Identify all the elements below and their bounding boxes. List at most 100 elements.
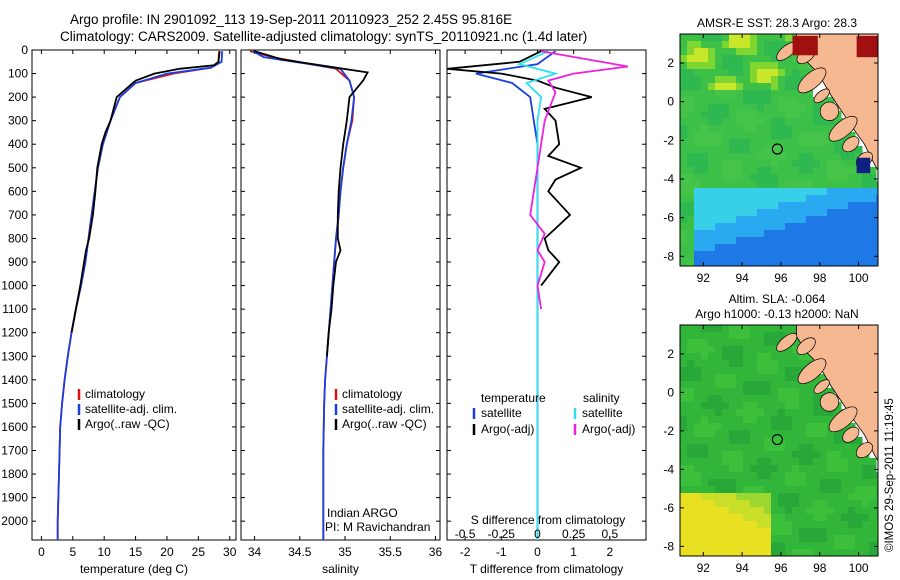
sst_map-cell — [708, 230, 716, 238]
sst_map-cell — [736, 125, 744, 133]
sst_map-cell — [848, 160, 856, 168]
sla_map-cell — [862, 542, 870, 550]
sst_map-cell — [827, 251, 835, 259]
sla_map-cell — [757, 465, 765, 473]
sla_map-cell — [813, 535, 821, 543]
sst_map-cell — [743, 76, 751, 84]
sst_map-cell — [764, 230, 772, 238]
sst_map-cell — [708, 237, 716, 245]
sst_map-cell — [736, 55, 744, 63]
sla_map-cell — [736, 409, 744, 417]
sst_map-cell — [750, 69, 758, 77]
sst_map-cell — [778, 41, 786, 49]
salinity-xtick-label: 35.5 — [379, 545, 403, 559]
sst_map-cell — [778, 202, 786, 210]
sst_map-cell — [680, 69, 688, 77]
sla_map-cell — [827, 493, 835, 501]
sla_map-cell — [764, 360, 772, 368]
sst_map-cell — [806, 216, 814, 224]
sst_map-cell — [736, 104, 744, 112]
sst_map-cell — [799, 223, 807, 231]
sst_map-cell — [701, 41, 709, 49]
sla_map-cell — [869, 465, 877, 473]
sst_map-cell — [757, 132, 765, 140]
sst_map-cell — [708, 202, 716, 210]
sla_map-cell — [771, 465, 779, 473]
sla_map-cell — [694, 395, 702, 403]
sst_map-cell — [687, 216, 695, 224]
sst_map-cell — [799, 167, 807, 175]
sst_map-cell — [771, 223, 779, 231]
sst_map-cell — [785, 244, 793, 252]
sla_map-cell — [757, 451, 765, 459]
sla_map-cell — [743, 514, 751, 522]
sst_map-cell — [694, 216, 702, 224]
sla_map-cell — [708, 451, 716, 459]
sst_map-cell — [694, 146, 702, 154]
sla_map-cell — [736, 360, 744, 368]
sla_map-cell — [729, 381, 737, 389]
sla_map-cell — [785, 402, 793, 410]
sst_map-cell — [680, 167, 688, 175]
sla_map-cell — [701, 472, 709, 480]
sst_map-cell — [764, 69, 772, 77]
sst_map-cell — [701, 83, 709, 91]
sst_map-cell — [701, 146, 709, 154]
sla_map-cell — [792, 353, 800, 361]
sst_map-cell — [715, 132, 723, 140]
sst_map-cell — [687, 188, 695, 196]
sla_map-cell — [855, 458, 863, 466]
sla_map-cell — [799, 409, 807, 417]
sla_map-cell — [680, 374, 688, 382]
sla_map-cell — [820, 451, 828, 459]
sla_map-cell — [806, 479, 814, 487]
sla_map-cell — [694, 479, 702, 487]
temperature-legend-label: Argo(..raw -QC) — [85, 417, 170, 431]
sla_map-cell — [778, 458, 786, 466]
sla_map-cell — [869, 549, 877, 556]
sla_map-cell — [750, 423, 758, 431]
sla_map-cell — [722, 339, 730, 347]
sla_map-cell — [715, 493, 723, 501]
sla_map-cell — [743, 409, 751, 417]
sla_map-cell — [687, 514, 695, 522]
sla_map-cell — [757, 409, 765, 417]
sst_map-cell — [848, 216, 856, 224]
sla_map-cell — [806, 549, 814, 556]
sst_map-cell — [701, 118, 709, 126]
sla_map-cell — [785, 535, 793, 543]
sst_map-cell — [785, 181, 793, 189]
sla_map-cell — [785, 353, 793, 361]
sst_map-cell — [869, 251, 877, 259]
sst_map-lon-label: 94 — [735, 271, 749, 285]
sla_map-cell — [806, 451, 814, 459]
sst_map-cell — [855, 195, 863, 203]
salinity-xtick-label: 34.5 — [288, 545, 312, 559]
sst_map-cell — [750, 146, 758, 154]
sst_map-cell — [764, 34, 772, 42]
sla_map-cell — [715, 458, 723, 466]
sst_map-cell — [771, 48, 779, 56]
sla_map-cell — [785, 395, 793, 403]
sst_map-cell — [764, 97, 772, 105]
sst_map-cell — [736, 244, 744, 252]
sst_map-cell — [799, 209, 807, 217]
sst_map-cell — [750, 181, 758, 189]
sst_map-cell — [820, 209, 828, 217]
sla_map-cell — [764, 472, 772, 480]
sst_map-cell — [764, 104, 772, 112]
sst_map-cell — [680, 132, 688, 140]
sla_map-cell — [799, 479, 807, 487]
sla_map-lon-label: 94 — [735, 561, 749, 575]
sla_map-cell — [701, 528, 709, 536]
sst_map-cell — [855, 188, 863, 196]
sst_map-cell — [785, 251, 793, 259]
sst_map-cell — [750, 125, 758, 133]
sst_map-cell — [764, 76, 772, 84]
sst_map-cell — [722, 202, 730, 210]
salinity-series-argo-raw-qc- — [254, 50, 370, 357]
sst_map-cell — [876, 195, 878, 203]
sst_map-cell — [680, 244, 688, 252]
salinity-frame — [240, 49, 441, 541]
sla_map-cell — [764, 416, 772, 424]
